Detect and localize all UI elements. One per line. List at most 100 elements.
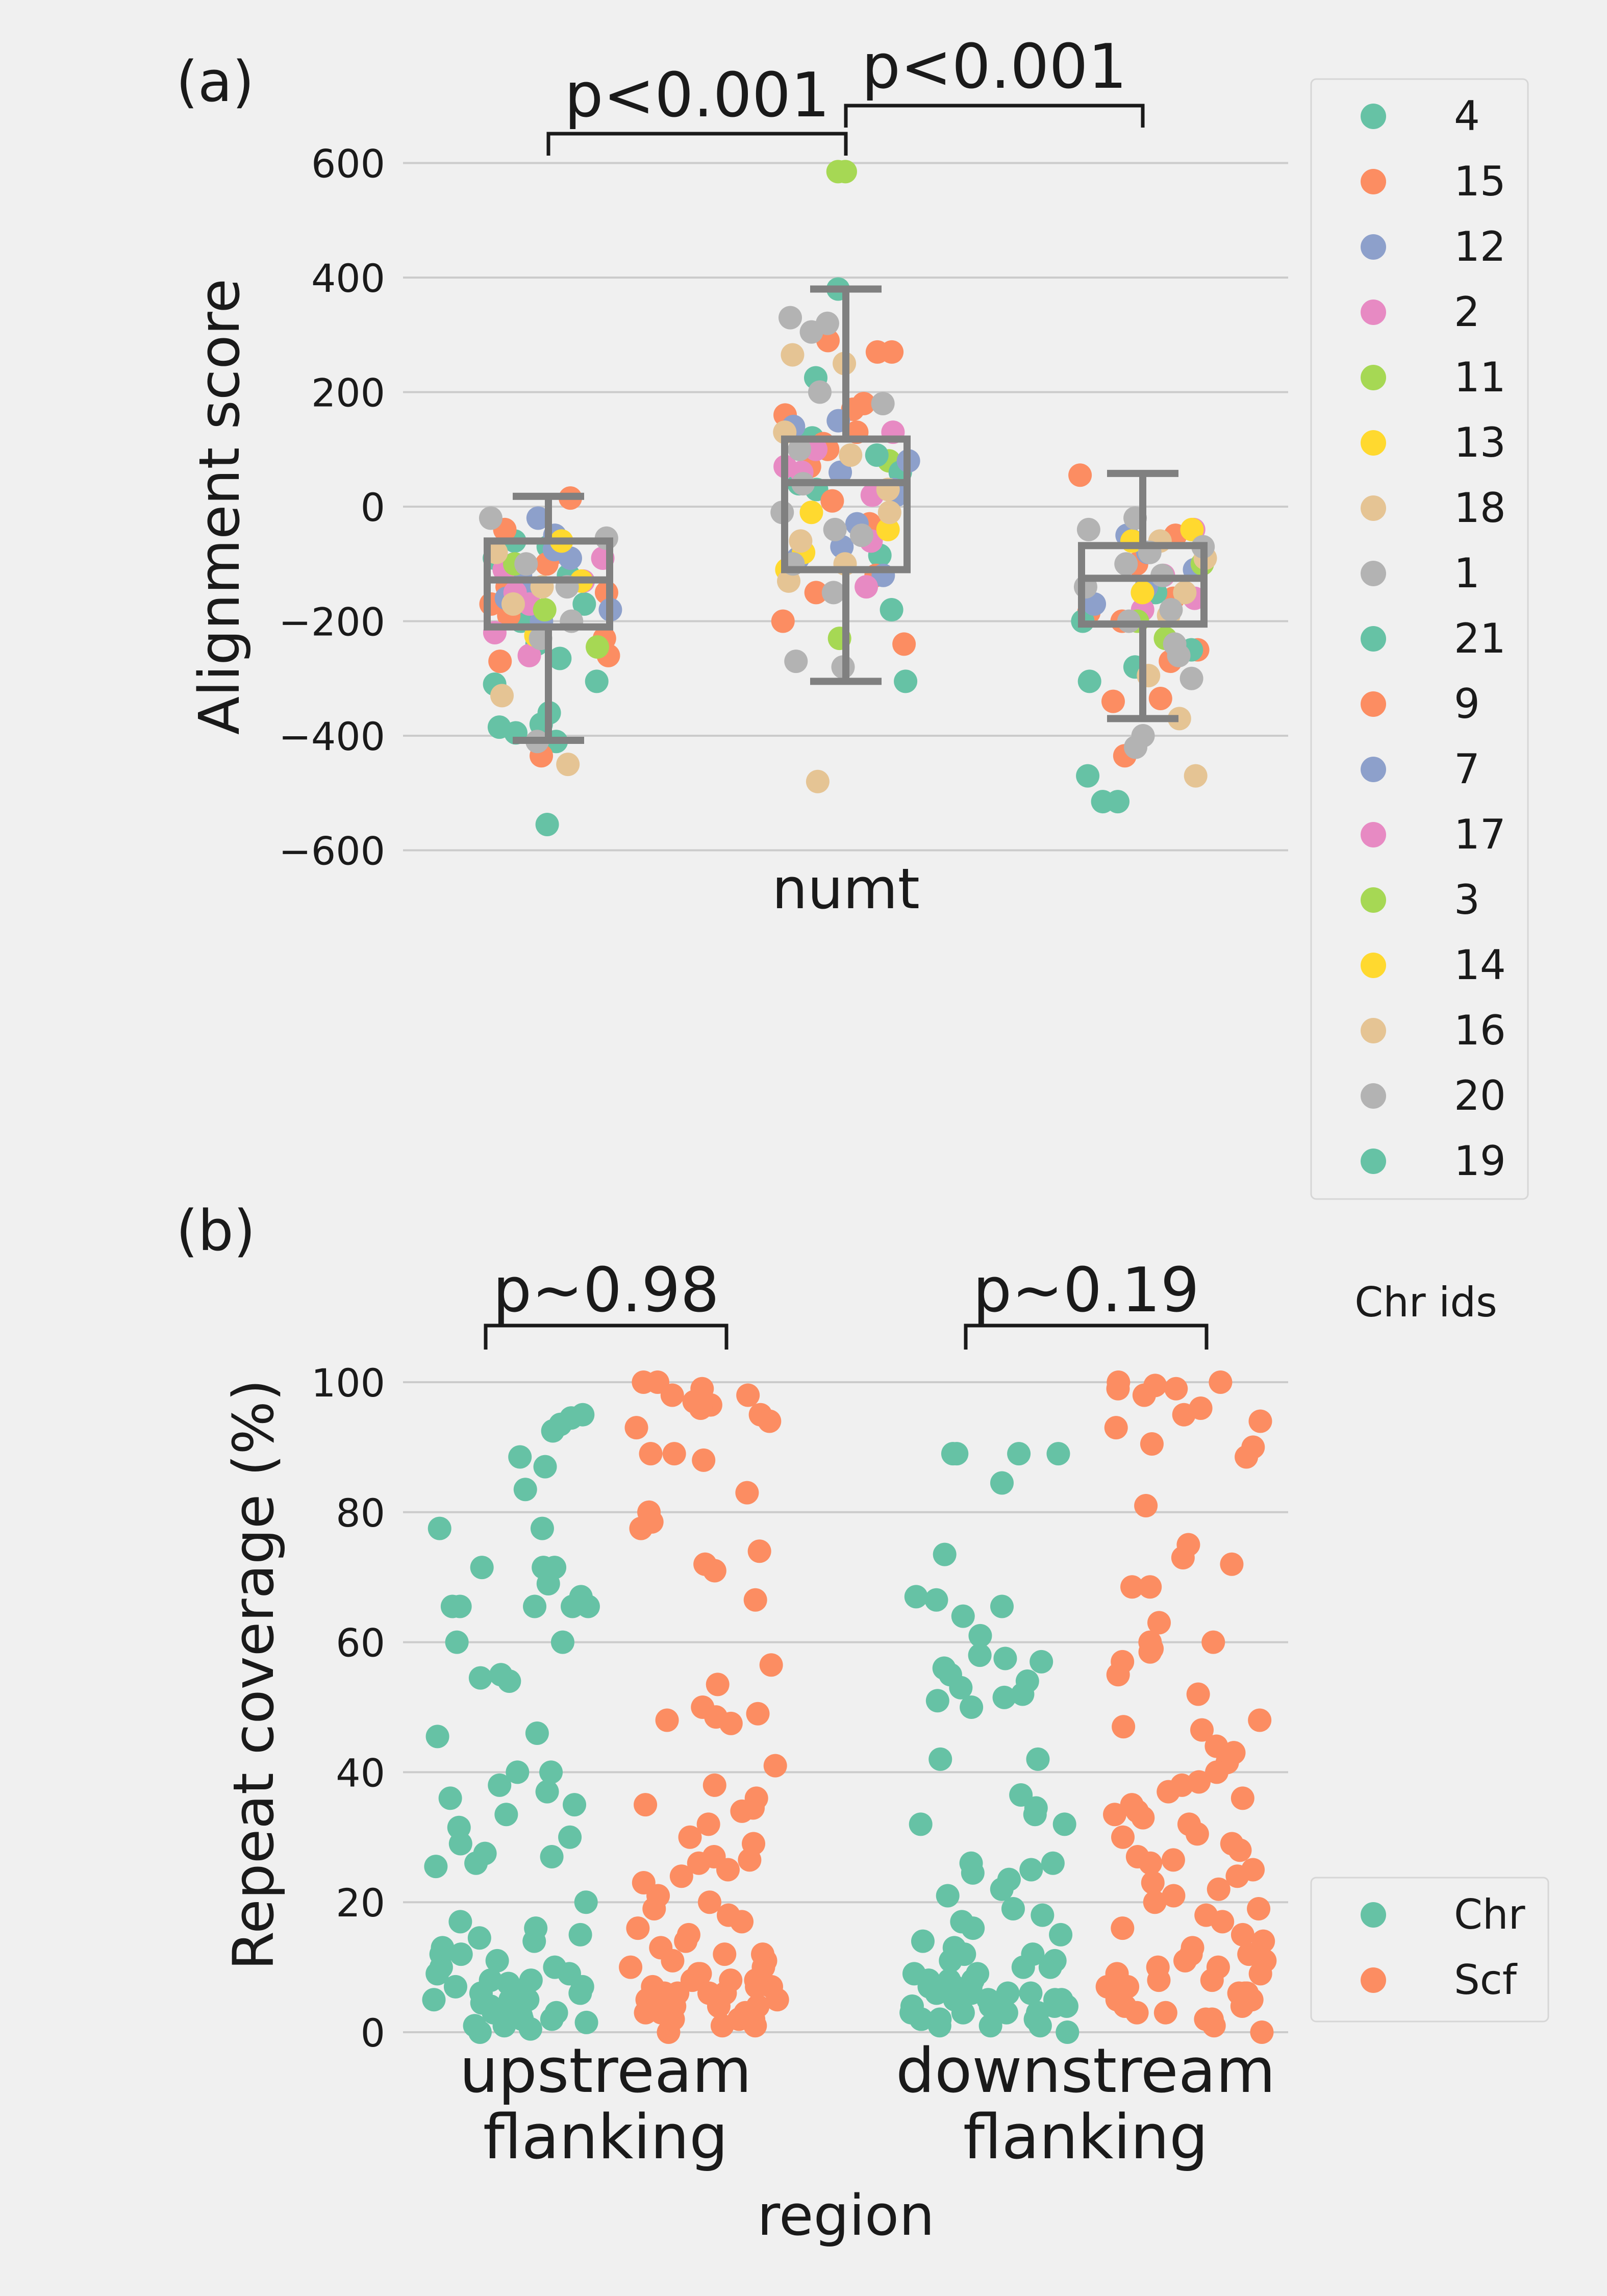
x-tick-label: upstream [460, 2036, 752, 2107]
data-point [642, 1896, 666, 1920]
data-point [1111, 1916, 1135, 1940]
legend-marker [1361, 691, 1386, 717]
data-point [556, 753, 580, 777]
data-point [993, 1646, 1017, 1670]
data-point [1159, 598, 1183, 622]
data-point [823, 517, 847, 541]
data-point [1031, 1903, 1054, 1927]
legend-label: 7 [1454, 745, 1480, 793]
data-point [634, 1793, 658, 1817]
y-tick-label: 80 [336, 1490, 385, 1536]
data-point [629, 1516, 653, 1540]
legend-label: 4 [1454, 92, 1480, 140]
data-point [1052, 1812, 1076, 1836]
data-point [865, 340, 889, 364]
data-point [730, 1910, 754, 1934]
data-point [1143, 1890, 1167, 1914]
data-point [1231, 1923, 1254, 1946]
data-point [1162, 1884, 1186, 1908]
data-point [1146, 1955, 1170, 1979]
data-point [713, 1942, 737, 1966]
data-point [1120, 1575, 1144, 1599]
data-point [563, 1793, 587, 1817]
data-point [1019, 1858, 1043, 1882]
data-point [702, 1773, 726, 1797]
data-point [742, 2007, 766, 2031]
legend: Chr ids Chr Scf [1310, 1279, 1549, 2023]
data-point [799, 320, 823, 344]
data-point [839, 443, 863, 467]
data-point [1185, 1822, 1209, 1846]
data-point [624, 1416, 648, 1440]
data-point [697, 1981, 721, 2005]
panel-label: (b) [176, 1198, 256, 1263]
data-point [799, 501, 823, 525]
data-point [911, 1929, 935, 1953]
data-point [788, 437, 812, 461]
data-point [485, 1949, 509, 1973]
data-point [1007, 1442, 1031, 1466]
data-point [1138, 1575, 1162, 1599]
data-point [865, 443, 889, 467]
data-point [1228, 1838, 1252, 1862]
data-point [469, 1981, 493, 2005]
legend-label: 18 [1454, 484, 1506, 532]
legend-label: 19 [1454, 1137, 1506, 1185]
data-point [425, 1725, 449, 1749]
data-point [561, 1594, 585, 1618]
data-point [525, 1721, 549, 1745]
x-axis-label: region [757, 2183, 935, 2248]
panel-b: (b) 0 20 40 60 80 100 Repeat coverage (%) upstre… [176, 1198, 1549, 2248]
data-point [710, 2014, 734, 2038]
data-point [945, 1442, 969, 1466]
y-tick-label: −200 [279, 600, 385, 645]
legend-marker [1361, 822, 1386, 847]
data-point [1049, 1923, 1073, 1946]
x-tick-label: flanking [963, 2102, 1208, 2173]
data-point [1227, 1981, 1251, 2005]
data-point [1021, 1942, 1045, 1966]
data-point [1235, 1445, 1259, 1469]
data-point [1148, 687, 1172, 711]
legend-label: 11 [1454, 354, 1506, 401]
data-point [1173, 1949, 1197, 1973]
data-point [674, 1929, 698, 1953]
data-point [804, 581, 828, 605]
significance-bracket [546, 132, 848, 156]
data-point [1011, 1682, 1035, 1706]
data-point [526, 506, 550, 530]
data-point [522, 1929, 546, 1953]
data-point [1131, 581, 1154, 605]
data-point [876, 517, 900, 541]
data-point [1028, 2014, 1052, 2038]
significance-label: p<0.001 [564, 60, 830, 131]
data-point [440, 1594, 464, 1618]
data-point [784, 650, 808, 673]
data-point [1225, 1864, 1249, 1888]
legend-marker [1361, 430, 1386, 456]
data-point [806, 769, 830, 793]
data-point [1167, 707, 1191, 731]
data-point [826, 160, 850, 184]
data-point [448, 1910, 472, 1934]
legend-marker [1361, 1018, 1386, 1043]
data-point [990, 1594, 1014, 1618]
y-axis-label: Repeat coverage (%) [221, 1379, 286, 1970]
data-point [1103, 1803, 1127, 1827]
legend-label: 14 [1454, 941, 1506, 989]
data-point [730, 1799, 754, 1823]
data-point [661, 1949, 685, 1973]
y-tick-label: 60 [336, 1620, 385, 1666]
data-point [1231, 1786, 1254, 1810]
data-point [961, 1861, 985, 1885]
data-point [1179, 666, 1203, 690]
data-point [586, 635, 610, 659]
data-point [1201, 1630, 1225, 1654]
data-point [1076, 517, 1100, 541]
data-point [678, 1825, 702, 1849]
legend-marker [1361, 169, 1386, 194]
legend-frame [1310, 78, 1529, 1200]
y-tick-label: 0 [361, 2010, 385, 2056]
data-point [925, 1689, 949, 1713]
data-point [871, 391, 895, 415]
